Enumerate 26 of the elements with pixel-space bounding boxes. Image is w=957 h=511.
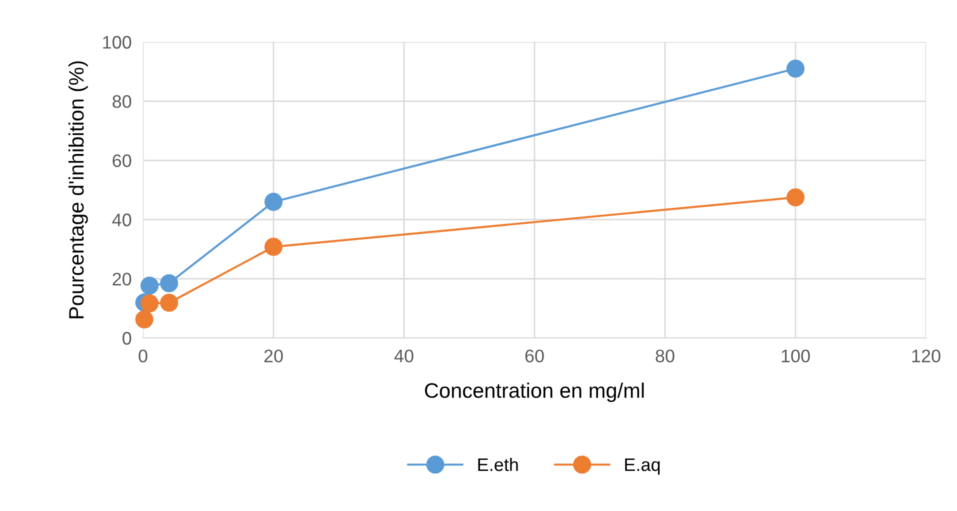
legend-label: E.eth (478, 458, 518, 472)
legend-label: E.aq (625, 458, 660, 475)
x-tick-label: 60 (525, 350, 544, 362)
x-tick-label: 0 (138, 350, 148, 362)
point (135, 310, 154, 328)
x-axis-title: Concentration en mg/ml (424, 382, 644, 402)
x-tick-label: 80 (656, 350, 674, 362)
x-tick-label: 100 (782, 350, 810, 362)
point (264, 192, 283, 211)
x-tick-label: 40 (394, 350, 414, 362)
y-tick-label: 80 (112, 95, 132, 108)
point (786, 60, 805, 78)
x-tick-label: 120 (912, 350, 940, 362)
point (786, 188, 805, 206)
y-tick-label: 100 (103, 36, 132, 49)
y-tick-label: 60 (112, 154, 132, 168)
point (160, 294, 178, 312)
y-tick-label: 40 (112, 214, 132, 226)
y-tick-label: 20 (112, 272, 132, 286)
point (140, 294, 159, 312)
point (140, 276, 159, 295)
y-tick-label: 0 (122, 332, 132, 345)
x-tick-label: 20 (264, 350, 283, 362)
point (160, 274, 178, 292)
point (264, 238, 283, 256)
y-axis-title: Pourcentage d'inhibition (%) (68, 61, 88, 318)
